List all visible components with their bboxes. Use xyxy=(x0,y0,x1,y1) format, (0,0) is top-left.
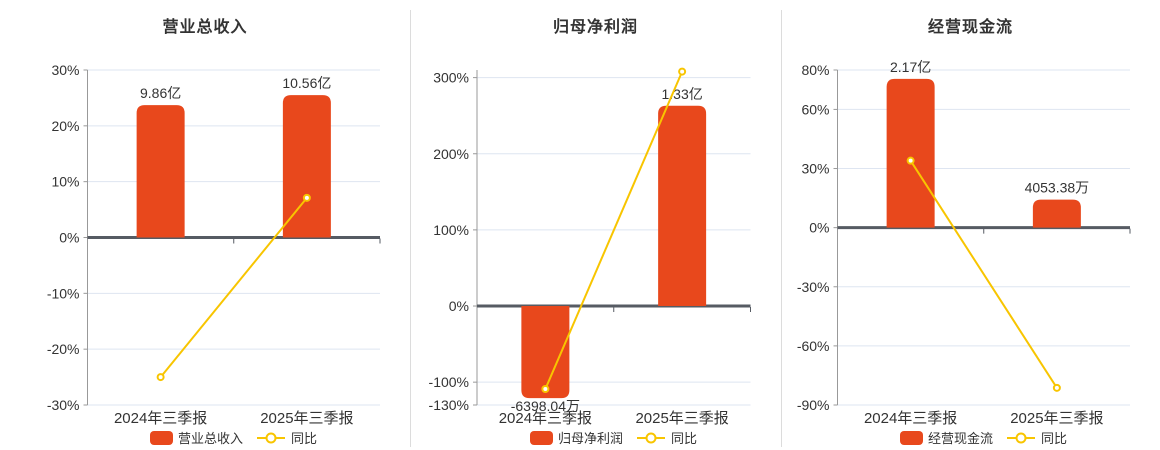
yoy-line xyxy=(159,197,308,378)
yoy-marker[interactable] xyxy=(302,193,311,202)
net-profit-chart-plot: 300% 200% 100% 0% -100% -130% -6398.04万 1.33亿 20… xyxy=(429,67,751,427)
legend-label: 经营现金流 xyxy=(927,431,993,446)
y-axis-label: 300% xyxy=(433,70,469,86)
line-marker-icon xyxy=(637,432,665,443)
chart-legend: 经营现金流 同比 xyxy=(837,429,1130,446)
y-axis-label: -10% xyxy=(47,285,80,301)
chart-title: 营业总收入 xyxy=(162,19,248,36)
panel-divider xyxy=(781,10,782,447)
legend-label: 同比 xyxy=(671,431,698,446)
panel-operating-cash-flow: 经营现金流 80% 60% 30% 0% -30% -60% -90% 2.17亿 4053.3… xyxy=(781,0,1160,450)
chart-legend: 归母净利润 同比 xyxy=(477,429,750,446)
x-axis-label: 2024年三季报 xyxy=(499,410,592,427)
bar-value-label: 4053.38万 xyxy=(1025,180,1090,196)
legend-label: 同比 xyxy=(1041,431,1068,446)
legend-item-line-series[interactable]: 同比 xyxy=(256,428,317,447)
panel-net-profit: 归母净利润 300% 200% 100% 0% -100% -130% -6398.04万 1… xyxy=(410,0,781,450)
panel-total-revenue: 营业总收入 30% 20% 10% 0% -10% -20% -30% 9.86亿 10.56亿… xyxy=(0,0,410,450)
bar-2025年三季报[interactable] xyxy=(658,105,707,307)
y-axis-label: 30% xyxy=(51,62,79,78)
y-axis-label: -60% xyxy=(797,338,830,354)
bar-2024年三季报[interactable] xyxy=(521,306,570,399)
revenue-chart-plot: 30% 20% 10% 0% -10% -20% -30% 9.86亿 10.56亿 2024年三… xyxy=(47,62,381,427)
y-axis-label: 200% xyxy=(433,146,469,162)
y-axis-label: -90% xyxy=(797,397,830,413)
bar-2025年三季报[interactable] xyxy=(282,95,331,238)
y-axis-label: -30% xyxy=(797,279,830,295)
bar-2024年三季报[interactable] xyxy=(136,105,185,238)
legend-label: 同比 xyxy=(291,431,318,446)
legend-item-bar-series[interactable]: 归母净利润 xyxy=(529,428,623,447)
legend-label: 归母净利润 xyxy=(557,431,623,446)
bar-value-label: 10.56亿 xyxy=(282,75,331,91)
y-axis-label: 80% xyxy=(801,62,829,78)
yoy-marker[interactable] xyxy=(156,373,165,382)
yoy-line xyxy=(544,71,684,390)
chart-title: 经营现金流 xyxy=(927,19,1013,36)
yoy-line xyxy=(909,160,1058,389)
chart-title: 归母净利润 xyxy=(552,19,638,36)
chart-legend: 营业总收入 同比 xyxy=(87,429,380,446)
y-axis-label: -30% xyxy=(47,397,80,413)
line-marker-icon xyxy=(1007,432,1035,443)
y-axis-label: 0% xyxy=(449,298,469,314)
legend-label: 营业总收入 xyxy=(177,431,243,446)
bar-value-label: -6398.04万 xyxy=(511,398,580,414)
yoy-marker[interactable] xyxy=(906,156,915,165)
y-axis-label: -130% xyxy=(429,397,469,413)
legend-item-line-series[interactable]: 同比 xyxy=(1006,428,1067,447)
line-marker-icon xyxy=(257,432,285,443)
legend-item-line-series[interactable]: 同比 xyxy=(636,428,697,447)
legend-item-bar-series[interactable]: 经营现金流 xyxy=(899,428,993,447)
y-axis-label: 100% xyxy=(433,222,469,238)
cash-flow-chart-plot: 80% 60% 30% 0% -30% -60% -90% 2.17亿 4053.38万 2024… xyxy=(797,59,1131,427)
x-axis-label: 2025年三季报 xyxy=(260,410,353,427)
y-axis-label: 30% xyxy=(801,161,829,177)
bar-2025年三季报[interactable] xyxy=(1032,199,1081,228)
x-axis-label: 2025年三季报 xyxy=(1010,410,1103,427)
panel-divider xyxy=(410,10,411,447)
yoy-marker[interactable] xyxy=(1052,383,1061,392)
yoy-marker[interactable] xyxy=(541,385,550,394)
bar-value-label: 9.86亿 xyxy=(140,85,181,101)
bar-swatch-icon xyxy=(149,430,173,445)
y-axis-label: -100% xyxy=(429,374,469,390)
legend-item-bar-series[interactable]: 营业总收入 xyxy=(149,428,243,447)
y-axis-label: 20% xyxy=(51,118,79,134)
bar-swatch-icon xyxy=(899,430,923,445)
bar-value-label: 2.17亿 xyxy=(890,59,931,75)
y-axis-label: 60% xyxy=(801,101,829,117)
x-axis-label: 2024年三季报 xyxy=(864,410,957,427)
y-axis-label: 0% xyxy=(809,220,829,236)
x-axis-label: 2024年三季报 xyxy=(114,410,207,427)
y-axis-label: 10% xyxy=(51,174,79,190)
bar-swatch-icon xyxy=(529,430,553,445)
yoy-marker[interactable] xyxy=(678,67,687,76)
bar-value-label: 1.33亿 xyxy=(662,86,703,102)
bar-2024年三季报[interactable] xyxy=(886,78,935,228)
y-axis-label: 0% xyxy=(59,230,79,246)
y-axis-label: -20% xyxy=(47,341,80,357)
x-axis-label: 2025年三季报 xyxy=(635,410,728,427)
